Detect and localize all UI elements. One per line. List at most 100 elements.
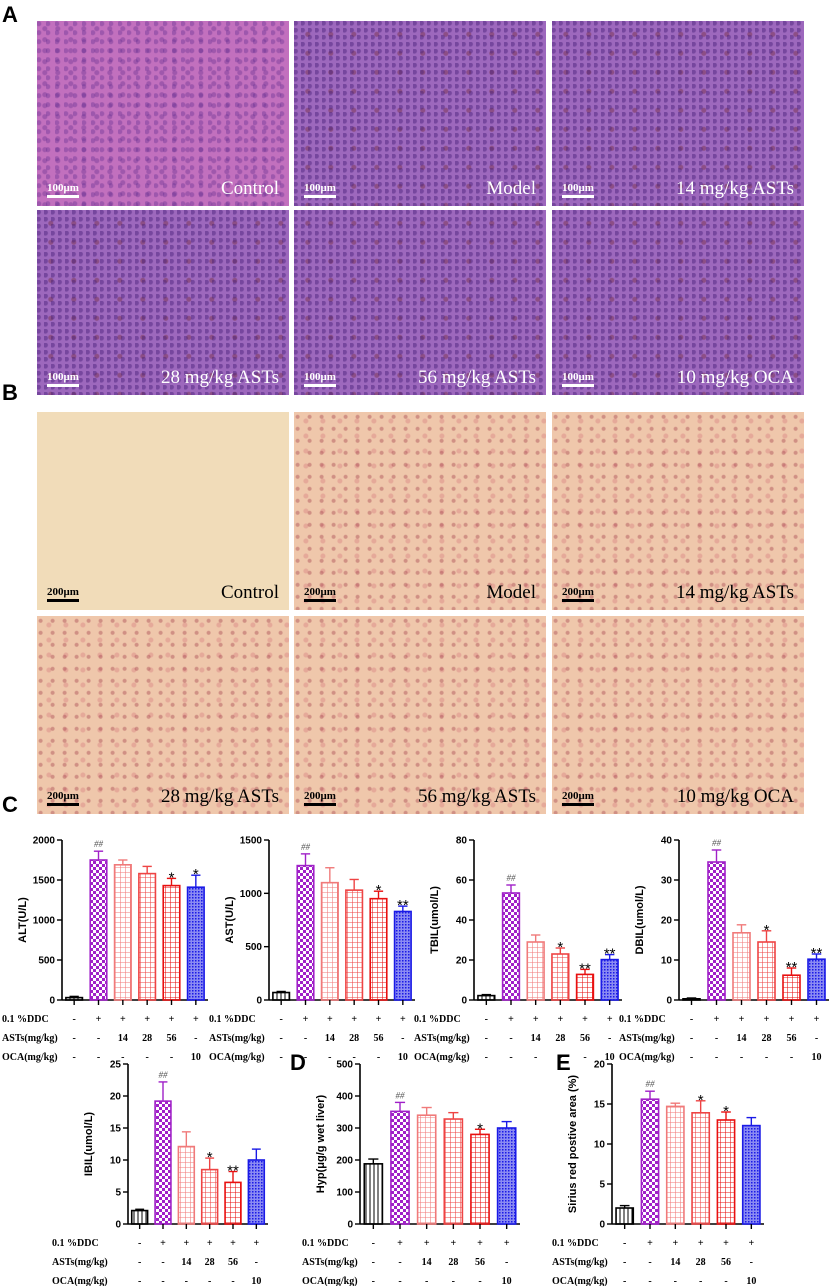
svg-text:14: 14 — [670, 1257, 680, 1268]
bar-chart-ast: 0 500 1000 1500 AST(U/L) ## * ** 0.1 %DDC - + + + + + A… — [207, 822, 415, 1063]
svg-text:ALT(U/L): ALT(U/L) — [17, 897, 29, 943]
svg-text:-: - — [485, 1014, 488, 1025]
micrograph-14-mg-kg-asts: 200μm 14 mg/kg ASTs — [552, 412, 804, 610]
svg-text:0.1 %DDC: 0.1 %DDC — [209, 1014, 256, 1025]
svg-text:-: - — [185, 1276, 188, 1286]
svg-text:300: 300 — [336, 1124, 353, 1135]
micrograph-model: 100μm Model — [294, 21, 546, 206]
svg-text:-: - — [279, 1033, 282, 1044]
svg-text:28: 28 — [448, 1257, 458, 1268]
svg-text:-: - — [478, 1276, 481, 1286]
micrograph-caption: 10 mg/kg OCA — [676, 367, 794, 388]
svg-text:20: 20 — [594, 1060, 606, 1071]
svg-text:10: 10 — [251, 1276, 261, 1286]
svg-text:+: + — [789, 1014, 795, 1025]
svg-text:-: - — [740, 1052, 743, 1063]
svg-text:60: 60 — [456, 876, 468, 887]
svg-text:+: + — [351, 1014, 357, 1025]
svg-text:10: 10 — [110, 1156, 122, 1167]
scale-bar: 100μm — [304, 371, 336, 387]
svg-text:-: - — [170, 1052, 173, 1063]
svg-text:10: 10 — [502, 1276, 512, 1286]
svg-text:14: 14 — [325, 1033, 335, 1044]
svg-text:1000: 1000 — [240, 889, 263, 900]
svg-text:20: 20 — [110, 1092, 122, 1103]
svg-text:+: + — [557, 1014, 563, 1025]
svg-text:-: - — [231, 1276, 234, 1286]
micrograph-28-mg-kg-asts: 200μm 28 mg/kg ASTs — [37, 616, 289, 814]
scale-bar: 100μm — [47, 182, 79, 198]
svg-text:28: 28 — [696, 1257, 706, 1268]
svg-text:OCA(mg/kg): OCA(mg/kg) — [2, 1052, 58, 1063]
svg-text:56: 56 — [374, 1033, 384, 1044]
svg-text:##: ## — [507, 873, 517, 883]
svg-text:+: + — [207, 1238, 213, 1249]
svg-text:10: 10 — [398, 1052, 408, 1063]
svg-text:-: - — [815, 1033, 818, 1044]
svg-text:10: 10 — [191, 1052, 201, 1063]
bar-chart-hyp: 0 100 200 300 400 500 Hyp(μg/g wet liver) ## * 0.… — [280, 1060, 560, 1286]
svg-text:15: 15 — [110, 1124, 122, 1135]
svg-text:-: - — [398, 1257, 401, 1268]
panel-letter-e: E — [556, 1050, 571, 1075]
svg-text:0: 0 — [256, 996, 262, 1007]
svg-text:0.1 %DDC: 0.1 %DDC — [2, 1014, 49, 1025]
svg-text:10: 10 — [746, 1276, 756, 1286]
svg-text:10: 10 — [594, 1140, 606, 1151]
svg-text:+: + — [327, 1014, 333, 1025]
svg-text:OCA(mg/kg): OCA(mg/kg) — [619, 1052, 675, 1063]
svg-text:+: + — [400, 1014, 406, 1025]
svg-text:Sirius red postive area (%): Sirius red postive area (%) — [567, 1075, 579, 1213]
svg-text:1000: 1000 — [33, 916, 56, 927]
svg-text:##: ## — [396, 1090, 406, 1100]
bar-chart-alt: 0 500 1000 1500 2000 ALT(U/L) ## * * 0.1 %DDC - + + +… — [0, 822, 208, 1063]
svg-text:+: + — [814, 1014, 820, 1025]
svg-text:-: - — [715, 1052, 718, 1063]
svg-text:-: - — [255, 1257, 258, 1268]
svg-text:100: 100 — [336, 1188, 353, 1199]
svg-text:-: - — [145, 1052, 148, 1063]
svg-text:-: - — [485, 1052, 488, 1063]
svg-text:56: 56 — [167, 1033, 177, 1044]
svg-text:+: + — [120, 1014, 126, 1025]
svg-text:+: + — [450, 1238, 456, 1249]
svg-text:**: ** — [786, 959, 798, 976]
svg-text:+: + — [303, 1014, 309, 1025]
svg-text:OCA(mg/kg): OCA(mg/kg) — [552, 1276, 608, 1286]
svg-text:28: 28 — [762, 1033, 772, 1044]
svg-text:-: - — [138, 1238, 141, 1249]
svg-text:0: 0 — [461, 996, 467, 1007]
bar-chart-sirius-red-postive-area-: 0 5 10 15 20 Sirius red postive area (%) ## * * 0… — [550, 1060, 830, 1286]
svg-text:OCA(mg/kg): OCA(mg/kg) — [302, 1276, 358, 1286]
svg-text:**: ** — [579, 960, 591, 977]
svg-text:ASTs(mg/kg): ASTs(mg/kg) — [52, 1257, 108, 1268]
micrograph-caption: Model — [486, 178, 536, 199]
svg-text:40: 40 — [456, 916, 468, 927]
micrograph-caption: 28 mg/kg ASTs — [161, 367, 279, 388]
svg-text:*: * — [169, 869, 175, 886]
svg-text:0.1 %DDC: 0.1 %DDC — [619, 1014, 666, 1025]
svg-text:+: + — [533, 1014, 539, 1025]
svg-text:10: 10 — [812, 1052, 822, 1063]
svg-text:0.1 %DDC: 0.1 %DDC — [552, 1238, 599, 1249]
svg-text:-: - — [72, 1033, 75, 1044]
svg-text:AST(U/L): AST(U/L) — [224, 896, 236, 943]
micrograph-10-mg-kg-oca: 200μm 10 mg/kg OCA — [552, 616, 804, 814]
svg-text:TBIL(umol/L): TBIL(umol/L) — [429, 886, 441, 954]
micrograph-caption: 14 mg/kg ASTs — [676, 582, 794, 603]
svg-text:14: 14 — [118, 1033, 128, 1044]
svg-text:+: + — [397, 1238, 403, 1249]
svg-text:+: + — [193, 1014, 199, 1025]
svg-text:0.1 %DDC: 0.1 %DDC — [414, 1014, 461, 1025]
svg-text:OCA(mg/kg): OCA(mg/kg) — [52, 1276, 108, 1286]
svg-text:20: 20 — [456, 956, 468, 967]
svg-text:56: 56 — [721, 1257, 731, 1268]
svg-text:**: ** — [397, 897, 409, 914]
svg-text:Hyp(μg/g wet liver): Hyp(μg/g wet liver) — [315, 1094, 327, 1193]
svg-text:-: - — [138, 1276, 141, 1286]
svg-text:+: + — [508, 1014, 514, 1025]
svg-text:+: + — [723, 1238, 729, 1249]
svg-text:ASTs(mg/kg): ASTs(mg/kg) — [619, 1033, 675, 1044]
svg-text:-: - — [304, 1052, 307, 1063]
svg-text:-: - — [208, 1276, 211, 1286]
